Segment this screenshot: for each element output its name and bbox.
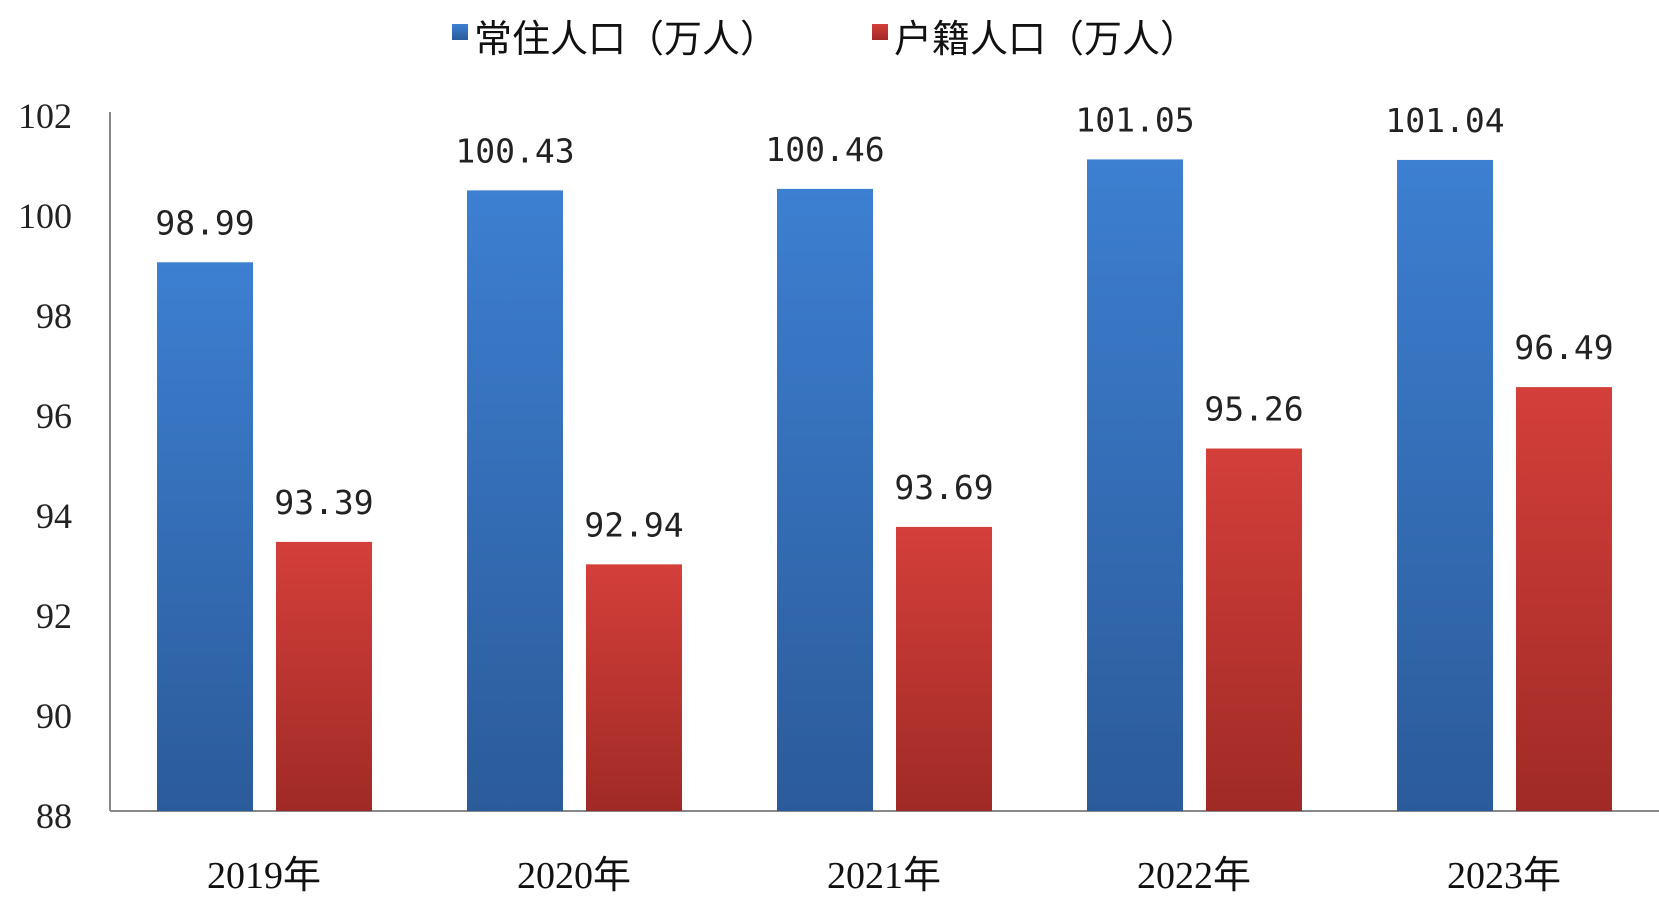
y-tick-label: 102	[18, 96, 72, 136]
x-category-label: 2019年	[207, 855, 321, 897]
legend-item-series-0: 常住人口（万人）	[452, 17, 778, 61]
data-label-series-0-1: 100.43	[455, 131, 574, 170]
bar-series-0-0	[157, 262, 253, 811]
x-category-label: 2023年	[1447, 855, 1561, 897]
bars-group	[157, 159, 1612, 812]
x-axis-labels: 2019年 2020年 2021年 2022年 2023年	[207, 855, 1561, 897]
y-tick-label: 98	[36, 296, 72, 336]
y-tick-label: 94	[36, 496, 72, 536]
y-axis-ticks: 102 100 98 96 94 92 90 88	[18, 96, 72, 836]
bar-series-1-4	[1516, 387, 1612, 811]
data-label-series-0-4: 101.04	[1385, 101, 1504, 140]
data-label-series-1-4: 96.49	[1514, 328, 1613, 367]
bar-series-0-2	[777, 188, 873, 811]
bar-series-0-1	[467, 190, 563, 811]
data-label-series-1-1: 92.94	[584, 505, 683, 544]
x-category-label: 2022年	[1137, 855, 1251, 897]
x-category-label: 2020年	[517, 855, 631, 897]
legend: 常住人口（万人） 户籍人口（万人）	[452, 17, 1198, 61]
x-category-label: 2021年	[827, 855, 941, 897]
legend-swatch-series-1	[872, 24, 888, 40]
legend-item-series-1: 户籍人口（万人）	[872, 17, 1198, 61]
y-tick-label: 100	[18, 196, 72, 236]
data-label-series-0-0: 98.99	[155, 203, 254, 242]
legend-label-series-0: 常住人口（万人）	[474, 17, 778, 61]
data-label-series-1-3: 95.26	[1204, 390, 1303, 429]
legend-label-series-1: 户籍人口（万人）	[894, 17, 1198, 61]
bar-series-1-0	[276, 541, 372, 811]
y-tick-label: 88	[36, 796, 72, 836]
legend-swatch-series-0	[452, 24, 468, 40]
y-tick-label: 96	[36, 396, 72, 436]
bar-series-0-3	[1087, 159, 1183, 812]
data-label-series-0-3: 101.05	[1075, 100, 1194, 139]
bar-series-0-4	[1397, 159, 1493, 812]
data-label-series-1-0: 93.39	[274, 483, 373, 522]
data-label-series-0-2: 100.46	[765, 130, 884, 169]
bar-series-1-3	[1206, 448, 1302, 811]
bar-series-1-1	[586, 564, 682, 811]
data-labels-group: 98.99 93.39 100.43 92.94 100.46 93.69 101.05 95…	[155, 100, 1613, 544]
bar-series-1-2	[896, 526, 992, 811]
y-tick-label: 90	[36, 696, 72, 736]
data-label-series-1-2: 93.69	[894, 468, 993, 507]
y-tick-label: 92	[36, 596, 72, 636]
